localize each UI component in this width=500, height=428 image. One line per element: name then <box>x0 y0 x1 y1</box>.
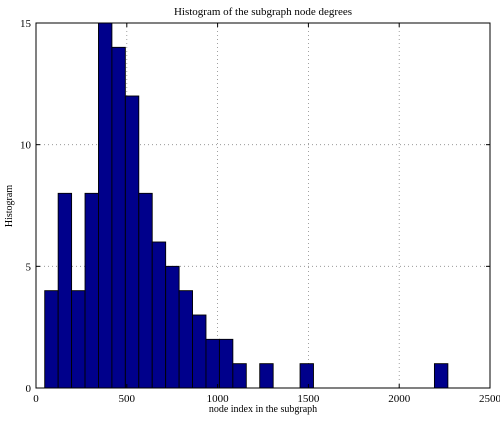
histogram-bar <box>178 290 193 389</box>
x-axis-label: node index in the subgraph <box>209 404 317 415</box>
y-tick-label: 0 <box>26 383 32 395</box>
histogram-bar <box>165 265 180 389</box>
histogram-bar <box>259 363 274 389</box>
x-tick-label: 1500 <box>297 393 320 405</box>
histogram-bar <box>218 338 234 389</box>
histogram-bar <box>205 338 220 389</box>
histogram-bar <box>71 290 86 389</box>
x-tick-label: 0 <box>33 393 39 405</box>
x-tick-label: 2500 <box>479 393 500 405</box>
x-tick-label: 1000 <box>207 393 230 405</box>
chart-title: Histogram of the subgraph node degrees <box>174 6 352 18</box>
histogram-bar <box>138 192 153 389</box>
histogram-bar <box>57 192 73 389</box>
y-tick-label: 5 <box>26 261 32 273</box>
histogram-bar <box>44 290 59 389</box>
histogram-bar <box>299 363 314 389</box>
plot-frame-border <box>35 22 491 389</box>
histogram-bar <box>433 363 449 389</box>
histogram-bar <box>151 241 167 389</box>
histogram-bar <box>192 314 207 389</box>
y-tick-label: 10 <box>20 140 32 152</box>
y-axis-label: Histogram <box>4 185 15 227</box>
histogram-bar <box>232 363 247 389</box>
x-tick-label: 2000 <box>388 393 411 405</box>
histogram-bar <box>98 22 113 389</box>
histogram-bar <box>111 46 126 389</box>
tick-layer: 0 500 1000 1500 2000 2500 0 5 10 15 <box>20 18 500 405</box>
bar-layer <box>44 22 449 389</box>
histogram-bar <box>124 95 140 389</box>
y-tick-label: 15 <box>20 18 32 30</box>
x-tick-label: 500 <box>119 393 136 405</box>
histogram-bar <box>84 192 99 389</box>
